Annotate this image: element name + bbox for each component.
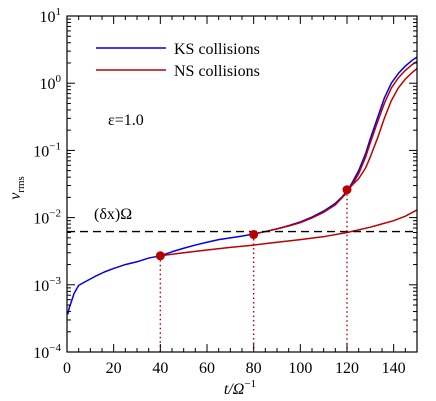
threshold-label: (δx)Ω (94, 206, 132, 223)
x-tick-label-4: 80 (246, 360, 262, 377)
x-tick-label-5: 100 (288, 360, 312, 377)
y-tick-exponent: −2 (49, 208, 61, 220)
y-tick-base: 10 (33, 211, 49, 228)
y-tick-label-1: 10−3 (33, 275, 61, 295)
y-tick-label-4: 100 (40, 73, 62, 93)
x-tick-label-0: 0 (63, 360, 71, 377)
x-tick-label-6: 120 (335, 360, 359, 377)
markers-layer (155, 185, 352, 261)
y-axis-label-main: v (7, 192, 24, 200)
y-tick-exponent: −1 (49, 140, 61, 152)
y-tick-exponent: 1 (56, 6, 62, 18)
epsilon-annotation: ε=1.0 (108, 112, 144, 129)
ticks-layer (66, 15, 418, 353)
x-axis-label-main: t/Ω (224, 381, 244, 398)
legend-label-ns: NS collisions (174, 63, 260, 80)
y-tick-base: 10 (33, 345, 49, 362)
marker-point-1 (249, 230, 259, 240)
y-tick-base: 10 (33, 143, 49, 160)
y-tick-label-5: 101 (40, 6, 62, 26)
y-tick-exponent: −3 (49, 275, 61, 287)
y-tick-base: 10 (33, 278, 49, 295)
x-tick-label-2: 40 (152, 360, 168, 377)
series-line-1 (160, 209, 417, 257)
series-line-0 (67, 56, 417, 315)
x-tick-label-7: 140 (382, 360, 406, 377)
x-axis-label-sup: −1 (244, 378, 256, 390)
x-tick-label-1: 20 (106, 360, 122, 377)
y-tick-exponent: 0 (56, 73, 62, 85)
x-axis-label: t/Ω−1 (224, 378, 256, 398)
y-axis-label: vrms (7, 176, 27, 200)
y-tick-label-0: 10−4 (33, 342, 61, 362)
y-tick-base: 10 (40, 9, 56, 26)
x-tick-labels: 0 20 40 60 80 100 120 140 (63, 360, 406, 377)
series-line-2 (253, 60, 417, 235)
y-tick-label-2: 10−2 (33, 208, 61, 228)
y-tick-base: 10 (40, 76, 56, 93)
legend-label-ks: KS collisions (174, 41, 260, 58)
legend: KS collisions NS collisions (96, 41, 260, 80)
x-tick-label-3: 60 (199, 360, 215, 377)
marker-point-2 (342, 185, 352, 195)
series-layer (67, 56, 417, 315)
y-tick-exponent: −4 (49, 342, 61, 354)
marker-point-0 (155, 251, 165, 261)
series-line-3 (346, 68, 417, 191)
y-axis-label-sub: rms (15, 176, 27, 193)
guides-layer (67, 189, 417, 352)
y-tick-label-3: 10−1 (33, 140, 61, 160)
